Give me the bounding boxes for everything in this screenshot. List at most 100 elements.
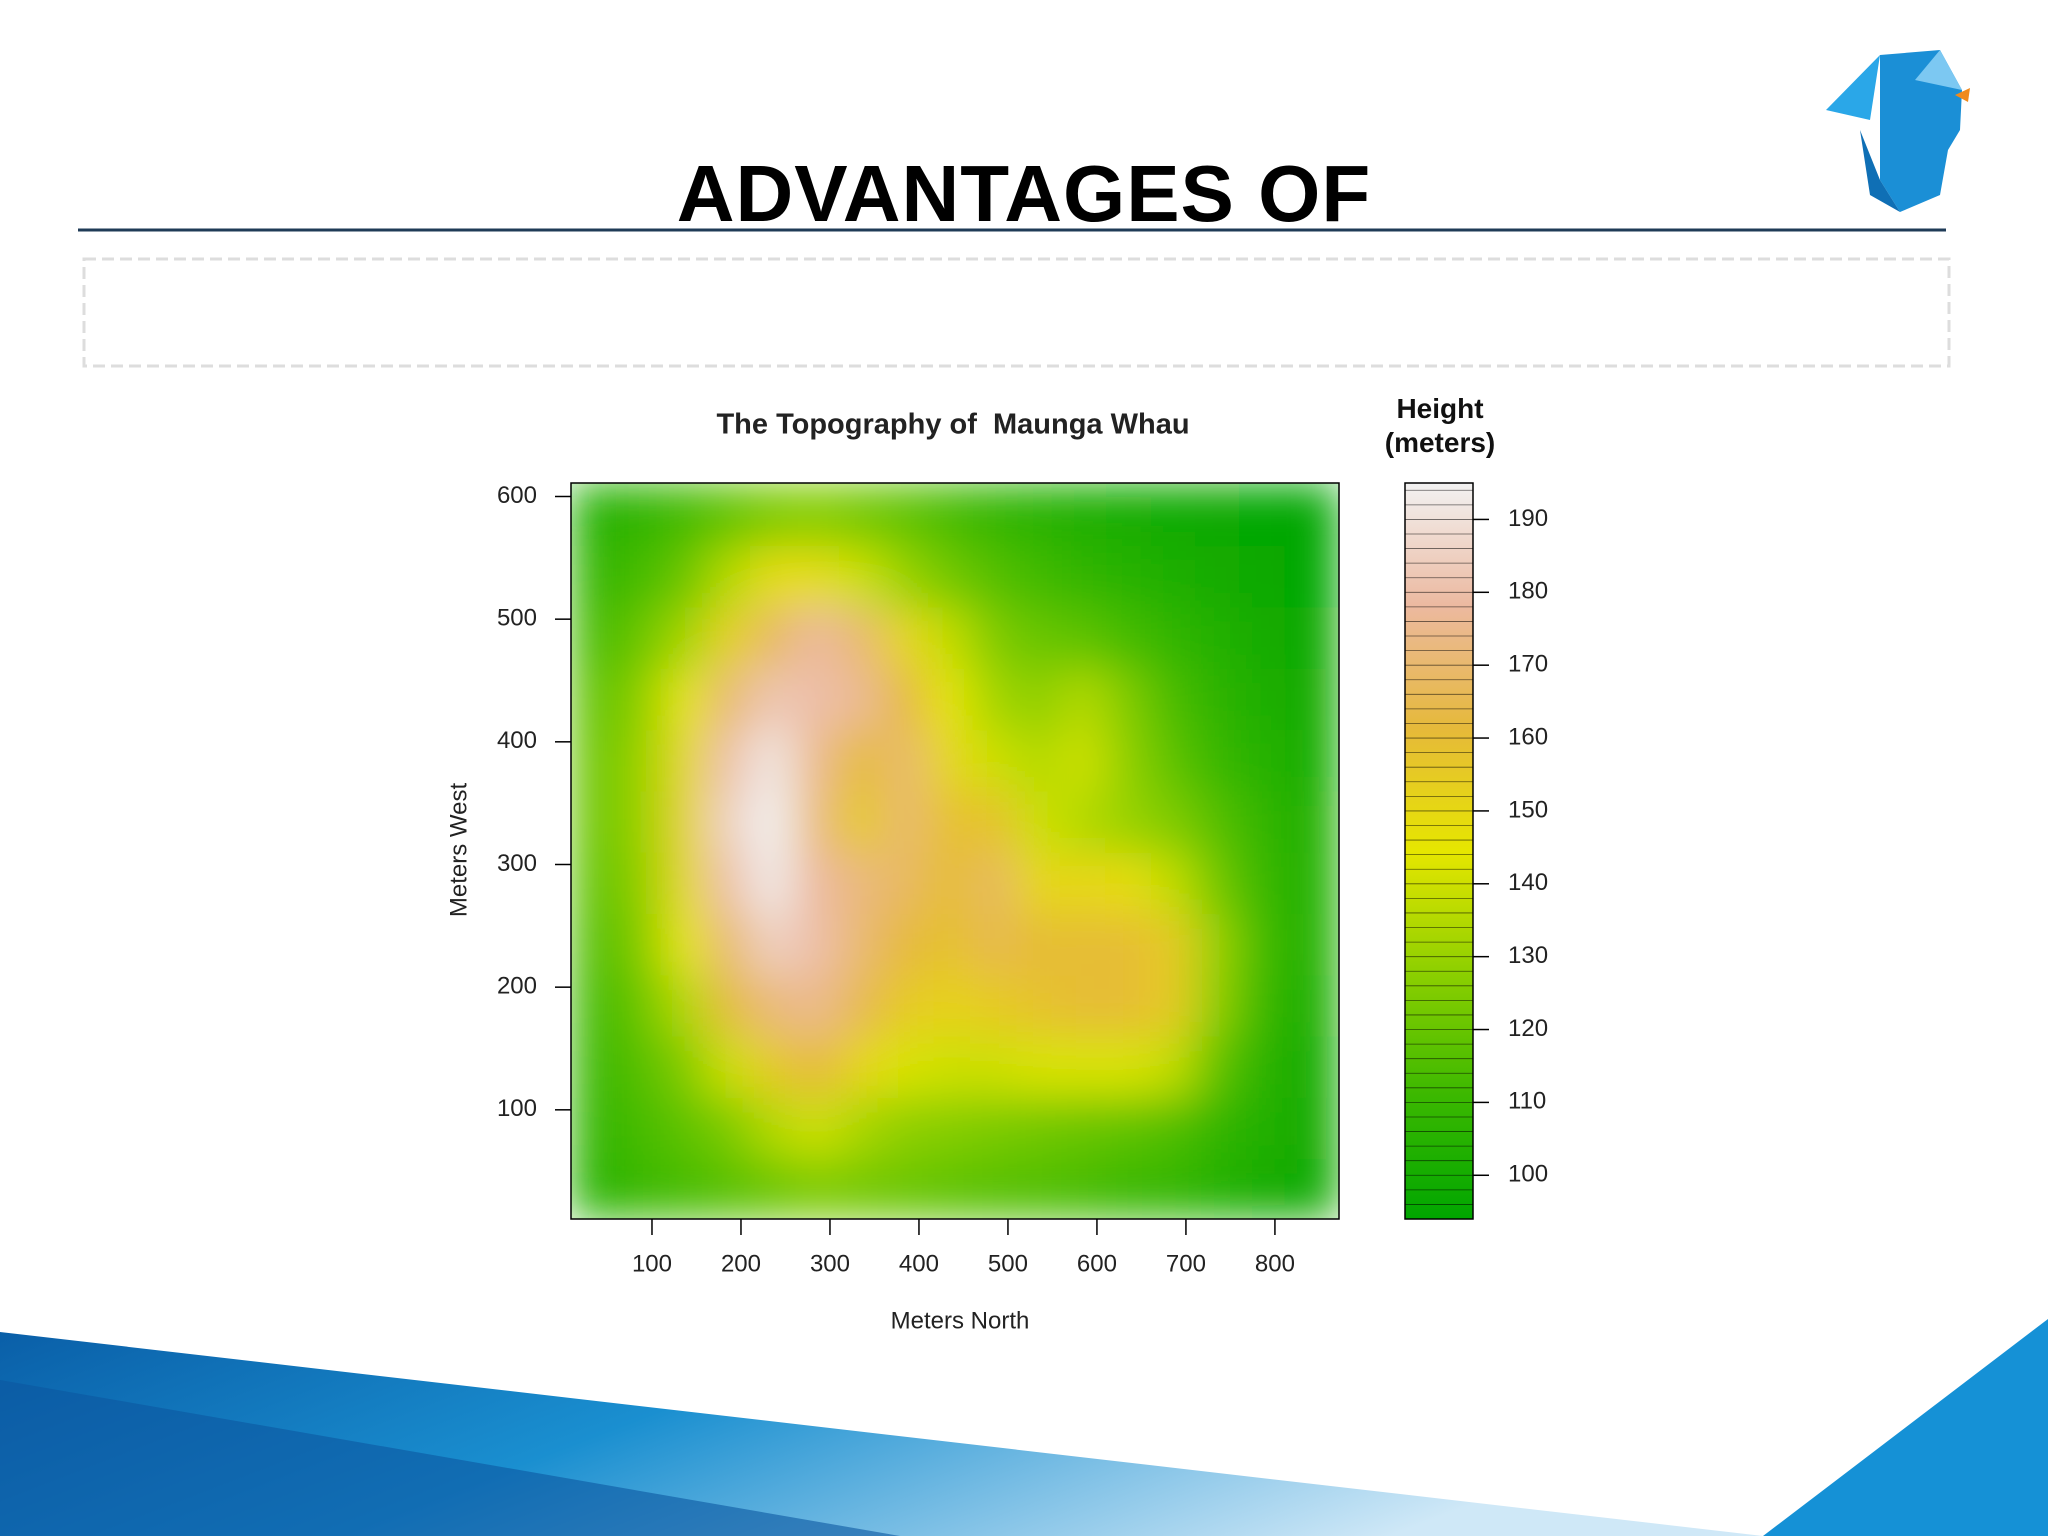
x-tick-label: 800 — [1255, 1250, 1295, 1277]
footer-wave-dark — [0, 1380, 900, 1536]
colorbar-tick-label: 120 — [1508, 1015, 1548, 1042]
heatmap-cell — [838, 1158, 884, 1219]
colorbar-tick-label: 160 — [1508, 723, 1548, 750]
heatmap-cell — [1150, 1097, 1196, 1160]
heatmap-cell — [749, 1158, 795, 1219]
heatmap-cell — [972, 545, 1018, 608]
heatmap-cell — [838, 790, 884, 853]
colorbar-tick-label: 130 — [1508, 942, 1548, 969]
heatmap-cell — [838, 852, 884, 915]
heatmap-cell — [1194, 974, 1240, 1037]
heatmap-cell — [1194, 729, 1240, 792]
colorbar-tick-label: 140 — [1508, 869, 1548, 896]
heatmap-cell — [1239, 483, 1285, 547]
heatmap-cell — [571, 1036, 617, 1099]
heatmap-cell — [1239, 913, 1285, 976]
heatmap-cell — [1283, 1036, 1339, 1099]
heatmap-cell — [616, 668, 662, 731]
heatmap-cell — [1105, 606, 1151, 669]
heatmap-cell — [705, 974, 751, 1037]
heatmap-cell — [927, 1097, 973, 1160]
heatmap-cell — [1194, 1158, 1240, 1219]
heatmap-cell — [749, 729, 795, 792]
heatmap-cell — [1016, 852, 1062, 915]
heatmap — [571, 483, 1339, 1219]
heatmap-cell — [794, 1036, 840, 1099]
heatmap-cell — [1283, 1158, 1339, 1219]
heatmap-cell — [838, 606, 884, 669]
heatmap-cell — [1061, 1158, 1107, 1219]
heatmap-cell — [1016, 1097, 1062, 1160]
heatmap-cell — [705, 729, 751, 792]
heatmap-cell — [571, 545, 617, 608]
heatmap-cell — [972, 483, 1018, 547]
chart-title: The Topography of Maunga Whau — [716, 409, 1189, 441]
heatmap-cell — [838, 974, 884, 1037]
heatmap-cell — [660, 729, 706, 792]
heatmap-cell — [794, 1158, 840, 1219]
heatmap-cell — [1016, 606, 1062, 669]
heatmap-cell — [838, 1097, 884, 1160]
heatmap-cell — [1283, 606, 1339, 669]
heatmap-cell — [1239, 852, 1285, 915]
heatmap-cell — [705, 852, 751, 915]
heatmap-cell — [571, 483, 617, 547]
heatmap-cell — [1194, 1097, 1240, 1160]
y-tick-label: 600 — [497, 482, 537, 509]
heatmap-cell — [660, 790, 706, 853]
heatmap-cell — [838, 729, 884, 792]
heatmap-cell — [927, 668, 973, 731]
heatmap-cell — [1105, 1036, 1151, 1099]
heatmap-cell — [1283, 852, 1339, 915]
heatmap-cell — [660, 974, 706, 1037]
heatmap-cell — [1061, 483, 1107, 547]
heatmap-cell — [1194, 1036, 1240, 1099]
heatmap-cell — [972, 1158, 1018, 1219]
heatmap-cell — [660, 606, 706, 669]
heatmap-cell — [705, 545, 751, 608]
heatmap-cell — [838, 913, 884, 976]
heatmap-cell — [705, 1158, 751, 1219]
heatmap-cell — [571, 606, 617, 669]
x-tick-label: 100 — [632, 1250, 672, 1277]
heatmap-cell — [571, 913, 617, 976]
heatmap-cell — [883, 1158, 929, 1219]
y-axis-label: Meters West — [445, 783, 472, 918]
heatmap-cell — [927, 483, 973, 547]
heatmap-cell — [616, 790, 662, 853]
logo-head — [1880, 50, 1962, 212]
heatmap-cell — [883, 545, 929, 608]
x-tick-label: 700 — [1166, 1250, 1206, 1277]
heatmap-cell — [838, 545, 884, 608]
heatmap-cell — [794, 1097, 840, 1160]
heatmap-cell — [1061, 1036, 1107, 1099]
heatmap-cell — [972, 852, 1018, 915]
heatmap-cell — [794, 913, 840, 976]
heatmap-cell — [749, 606, 795, 669]
heatmap-clip — [571, 483, 1339, 1219]
heatmap-cell — [1150, 729, 1196, 792]
y-tick-label: 400 — [497, 727, 537, 754]
heatmap-cell — [1061, 1097, 1107, 1160]
heatmap-cell — [660, 1036, 706, 1099]
heatmap-cell — [1239, 545, 1285, 608]
heatmap-cell — [1061, 790, 1107, 853]
heatmap-cell — [927, 790, 973, 853]
heatmap-cell — [1150, 606, 1196, 669]
heatmap-cell — [1105, 974, 1151, 1037]
heatmap-cell — [927, 1158, 973, 1219]
heatmap-cell — [660, 668, 706, 731]
heatmap-cell — [616, 1036, 662, 1099]
colorbar-frame — [1404, 482, 1474, 1220]
heatmap-cell — [1016, 545, 1062, 608]
heatmap-cell — [1105, 483, 1151, 547]
heatmap-cell — [1283, 1097, 1339, 1160]
slide-title: ADVANTAGES OF — [676, 149, 1372, 238]
heatmap-cell — [1061, 913, 1107, 976]
heatmap-cell — [616, 483, 662, 547]
heatmap-cell — [1105, 790, 1151, 853]
heatmap-cell — [927, 852, 973, 915]
logo — [1826, 50, 1970, 212]
